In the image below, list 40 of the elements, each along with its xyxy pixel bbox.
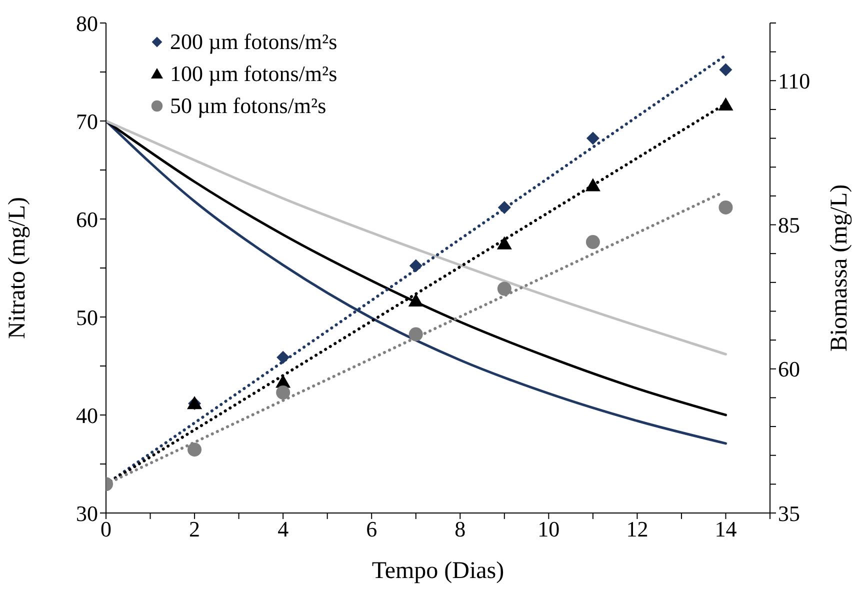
x-tick-label: 12 [626, 516, 648, 542]
y-tick-label: 40 [76, 402, 98, 428]
point [719, 63, 732, 76]
point [188, 442, 202, 457]
point [718, 97, 734, 110]
point [498, 200, 511, 214]
x-tick-label: 4 [278, 516, 289, 542]
point [586, 235, 600, 250]
x-tick-label: 10 [538, 516, 560, 542]
y-tick-label: 30 [76, 500, 98, 526]
point [409, 259, 422, 272]
line-series [106, 120, 727, 356]
legend-label: 50 µm fotons/m²s [170, 93, 326, 119]
y-tick-label: 60 [76, 206, 98, 232]
y2-axis-title: Biomassa (mg/L) [826, 184, 853, 352]
y2-tick-label: 85 [778, 212, 800, 238]
x-tick-label: 6 [366, 516, 378, 542]
point [408, 327, 423, 342]
point [497, 282, 512, 296]
point [408, 293, 424, 306]
point [276, 350, 290, 364]
point [585, 178, 600, 192]
legend-label: 100 µm fotons/m²s [170, 61, 338, 87]
y-axis-title: Nitrato (mg/L) [4, 197, 31, 339]
point [496, 236, 512, 250]
y2-tick-label: 35 [778, 500, 800, 526]
x-tick-label: 0 [100, 516, 112, 542]
x-tick-label: 14 [714, 516, 737, 542]
point [586, 132, 600, 145]
x-tick-label: 2 [189, 516, 200, 542]
x-axis-title: Tempo (Dias) [372, 558, 504, 584]
point [276, 386, 290, 400]
x-tick-label: 8 [454, 516, 466, 542]
y2-tick-label: 110 [778, 68, 810, 94]
y-tick-label: 70 [76, 108, 98, 134]
legend-label: 200 µm fotons/m²s [170, 29, 338, 55]
point [718, 200, 733, 214]
y-tick-label: 80 [76, 10, 98, 36]
y2-tick-label: 60 [778, 356, 800, 382]
y-tick-label: 50 [76, 304, 98, 330]
